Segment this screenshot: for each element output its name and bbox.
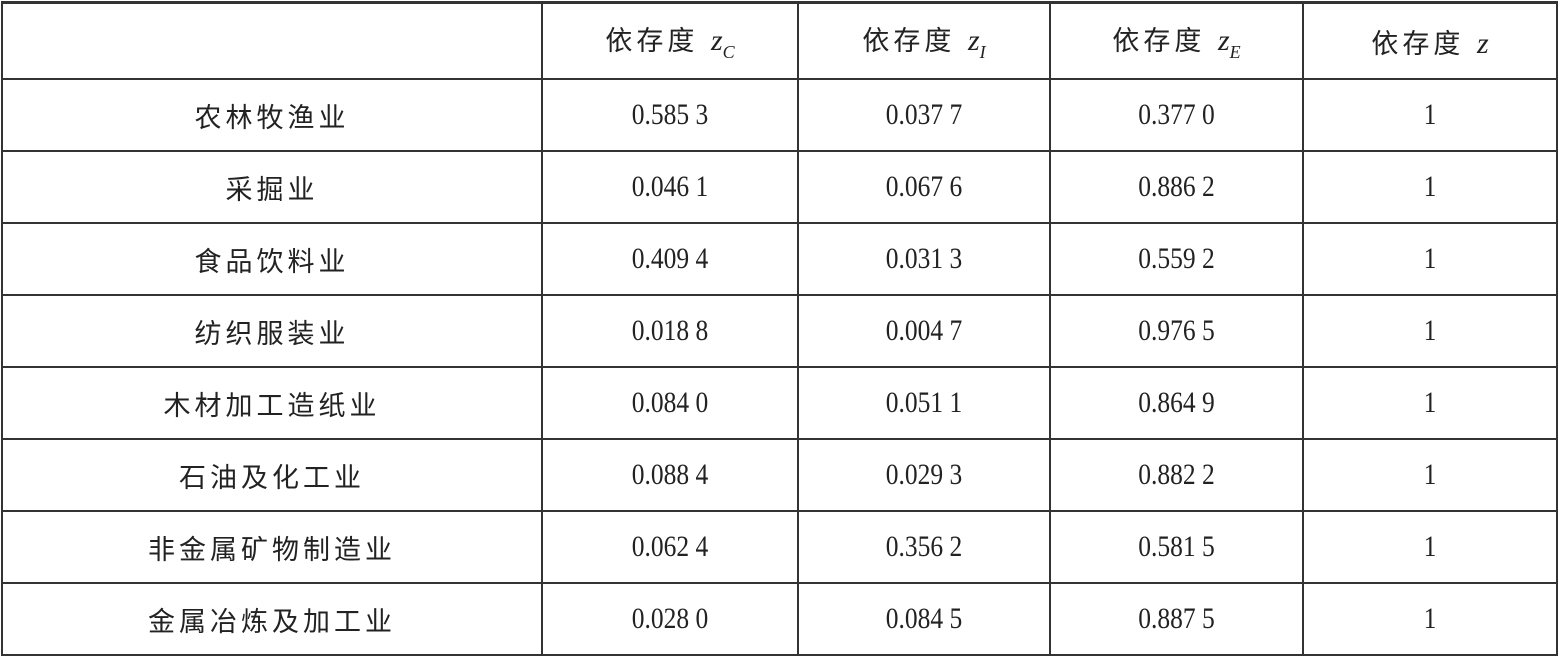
header-var: z bbox=[1217, 24, 1230, 57]
header-industry bbox=[1, 1, 543, 80]
header-label: 依存度 bbox=[1112, 26, 1206, 57]
zc-cell: 0.409 4 bbox=[560, 222, 780, 296]
z-cell: 1 bbox=[1321, 510, 1539, 584]
zc-cell: 0.018 8 bbox=[560, 294, 780, 368]
industry-cell: 木材加工造纸业 bbox=[1, 366, 543, 440]
z-cell: 1 bbox=[1321, 78, 1539, 152]
z-cell: 1 bbox=[1321, 294, 1539, 368]
zi-cell: 0.356 2 bbox=[816, 510, 1032, 584]
z-cell: 1 bbox=[1321, 150, 1539, 224]
industry-cell: 非金属矿物制造业 bbox=[1, 510, 543, 584]
zi-cell: 0.029 3 bbox=[816, 438, 1032, 512]
zc-cell: 0.046 1 bbox=[560, 150, 780, 224]
z-cell: 1 bbox=[1321, 438, 1539, 512]
header-var: z bbox=[710, 24, 723, 57]
industry-cell: 食品饮料业 bbox=[1, 222, 543, 296]
zi-cell: 0.031 3 bbox=[816, 222, 1032, 296]
header-ze: 依存度 zE bbox=[1049, 1, 1304, 80]
zc-cell: 0.084 0 bbox=[560, 366, 780, 440]
z-cell: 1 bbox=[1321, 582, 1539, 656]
table-row: 非金属矿物制造业 0.062 4 0.356 2 0.581 5 1 bbox=[1, 510, 1557, 584]
header-label: 依存度 bbox=[1371, 28, 1465, 60]
ze-cell: 0.377 0 bbox=[1068, 78, 1285, 152]
z-cell: 1 bbox=[1321, 366, 1539, 440]
header-z: 依存度 z bbox=[1302, 1, 1558, 80]
industry-cell: 纺织服装业 bbox=[1, 294, 543, 368]
header-label: 依存度 bbox=[605, 26, 699, 57]
ze-cell: 0.864 9 bbox=[1068, 366, 1285, 440]
zc-cell: 0.585 3 bbox=[560, 78, 780, 152]
zc-cell: 0.028 0 bbox=[560, 582, 780, 656]
zc-cell: 0.062 4 bbox=[560, 510, 780, 584]
header-var: z bbox=[1476, 26, 1489, 60]
zi-cell: 0.037 7 bbox=[816, 78, 1032, 152]
zi-cell: 0.067 6 bbox=[816, 150, 1032, 224]
zi-cell: 0.051 1 bbox=[816, 366, 1032, 440]
industry-cell: 石油及化工业 bbox=[1, 438, 543, 512]
table-row: 纺织服装业 0.018 8 0.004 7 0.976 5 1 bbox=[1, 294, 1557, 368]
industry-cell: 采掘业 bbox=[1, 150, 543, 224]
table-row: 农林牧渔业 0.585 3 0.037 7 0.377 0 1 bbox=[1, 78, 1557, 152]
table-row: 食品饮料业 0.409 4 0.031 3 0.559 2 1 bbox=[1, 222, 1557, 296]
ze-cell: 0.581 5 bbox=[1068, 510, 1285, 584]
header-sub: I bbox=[979, 42, 986, 62]
ze-cell: 0.887 5 bbox=[1068, 582, 1285, 656]
zc-cell: 0.088 4 bbox=[560, 438, 780, 512]
industry-cell: 农林牧渔业 bbox=[1, 78, 543, 152]
table-row: 木材加工造纸业 0.084 0 0.051 1 0.864 9 1 bbox=[1, 366, 1557, 440]
zi-cell: 0.084 5 bbox=[816, 582, 1032, 656]
ze-cell: 0.976 5 bbox=[1068, 294, 1285, 368]
header-zc: 依存度 zC bbox=[541, 1, 799, 80]
header-sub: E bbox=[1229, 42, 1241, 62]
zi-cell: 0.004 7 bbox=[816, 294, 1032, 368]
header-label: 依存度 bbox=[862, 26, 956, 57]
ze-cell: 0.559 2 bbox=[1068, 222, 1285, 296]
header-var: z bbox=[967, 24, 980, 57]
table-row: 金属冶炼及加工业 0.028 0 0.084 5 0.887 5 1 bbox=[1, 582, 1557, 656]
ze-cell: 0.886 2 bbox=[1068, 150, 1285, 224]
header-row: 依存度 zC 依存度 zI 依存度 zE 依存度 z bbox=[1, 1, 1558, 80]
industry-cell: 金属冶炼及加工业 bbox=[1, 582, 543, 656]
table-row: 采掘业 0.046 1 0.067 6 0.886 2 1 bbox=[1, 150, 1557, 224]
table-row: 石油及化工业 0.088 4 0.029 3 0.882 2 1 bbox=[1, 438, 1557, 512]
z-cell: 1 bbox=[1321, 222, 1539, 296]
header-sub: C bbox=[722, 42, 735, 62]
ze-cell: 0.882 2 bbox=[1068, 438, 1285, 512]
header-zi: 依存度 zI bbox=[797, 1, 1051, 80]
